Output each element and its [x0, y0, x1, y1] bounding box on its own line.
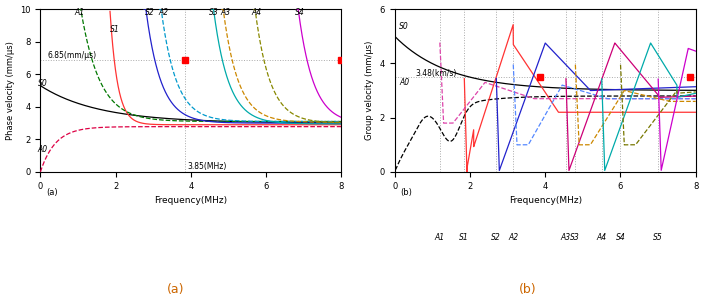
Text: A1: A1 — [435, 234, 445, 242]
X-axis label: Frequency(MHz): Frequency(MHz) — [508, 196, 582, 205]
Text: 3.85(MHz): 3.85(MHz) — [187, 162, 227, 171]
Text: S2: S2 — [144, 8, 154, 17]
Text: (b): (b) — [519, 283, 537, 296]
Text: S3: S3 — [208, 8, 218, 17]
Text: 6.85(mm/μs): 6.85(mm/μs) — [47, 52, 96, 60]
Text: S1: S1 — [110, 25, 120, 34]
Text: S4: S4 — [615, 234, 625, 242]
Text: A2: A2 — [158, 8, 168, 17]
Text: A3: A3 — [561, 234, 571, 242]
Text: S3: S3 — [570, 234, 580, 242]
Text: A3: A3 — [220, 8, 231, 17]
Text: S2: S2 — [491, 234, 501, 242]
Text: S1: S1 — [460, 234, 469, 242]
Text: A4: A4 — [252, 8, 262, 17]
Text: (a): (a) — [168, 283, 184, 296]
Text: 3.48(km/s): 3.48(km/s) — [415, 69, 457, 78]
Text: A0: A0 — [399, 78, 409, 87]
Text: (a): (a) — [46, 188, 58, 197]
Text: A0: A0 — [38, 145, 48, 155]
Y-axis label: Group velocity (mm/μs): Group velocity (mm/μs) — [365, 41, 374, 140]
Text: S0: S0 — [399, 22, 409, 31]
Text: A4: A4 — [596, 234, 607, 242]
Text: S5: S5 — [653, 234, 663, 242]
Text: S0: S0 — [38, 79, 48, 88]
Text: A1: A1 — [75, 8, 85, 17]
Y-axis label: Phase velocity (mm/μs): Phase velocity (mm/μs) — [6, 41, 15, 140]
Text: A2: A2 — [508, 234, 518, 242]
Text: (b): (b) — [401, 188, 413, 197]
Text: S4: S4 — [295, 8, 305, 17]
X-axis label: Frequency(MHz): Frequency(MHz) — [154, 196, 227, 205]
